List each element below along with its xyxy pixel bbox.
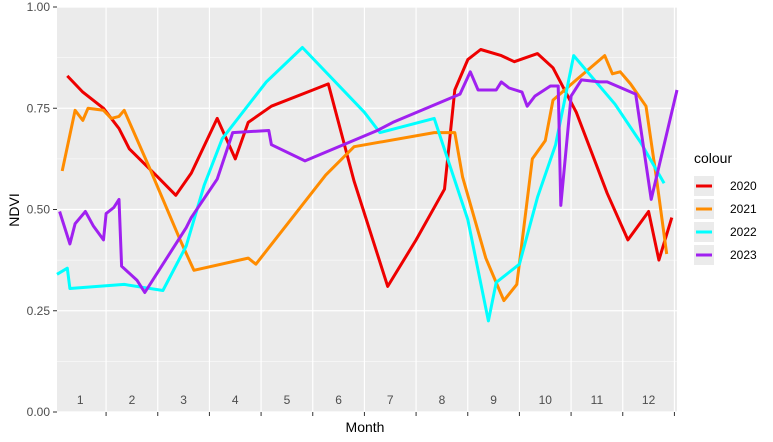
legend-label-2020: 2020 xyxy=(730,179,757,193)
month-label: 4 xyxy=(232,393,239,407)
y-tick-label: 0.75 xyxy=(27,101,51,115)
legend-label-2023: 2023 xyxy=(730,248,757,262)
series-line-2023 xyxy=(58,70,679,294)
x-axis-title: Month xyxy=(346,419,385,435)
legend-title: colour xyxy=(694,150,732,166)
series-lines xyxy=(56,46,679,323)
month-label: 9 xyxy=(490,393,497,407)
legend: colour 2020 2021 2022 2023 xyxy=(694,150,757,265)
month-label: 6 xyxy=(335,393,342,407)
month-label: 2 xyxy=(129,393,136,407)
month-label: 11 xyxy=(591,393,604,407)
month-label: 10 xyxy=(539,393,553,407)
month-label: 3 xyxy=(180,393,187,407)
x-axis-ticks xyxy=(105,412,675,416)
month-label: 5 xyxy=(284,393,291,407)
series-line-2022 xyxy=(56,46,666,323)
y-tick-label: 0.00 xyxy=(27,405,51,419)
series-line-2020 xyxy=(66,48,674,288)
month-label: 12 xyxy=(642,393,656,407)
month-label: 8 xyxy=(439,393,446,407)
y-tick-label: 0.25 xyxy=(27,304,51,318)
y-tick-label: 1.00 xyxy=(27,0,51,14)
month-label: 1 xyxy=(77,393,84,407)
legend-label-2021: 2021 xyxy=(730,202,757,216)
legend-label-2022: 2022 xyxy=(730,225,757,239)
month-labels: 1 2 3 4 5 6 7 8 9 10 11 12 xyxy=(77,393,656,407)
y-tick-label: 0.50 xyxy=(27,203,51,217)
y-axis-ticks: 0.00 0.25 0.50 0.75 1.00 xyxy=(27,0,57,419)
y-axis-title: NDVI xyxy=(6,193,22,226)
month-label: 7 xyxy=(387,393,394,407)
series-line-2021 xyxy=(60,54,669,303)
